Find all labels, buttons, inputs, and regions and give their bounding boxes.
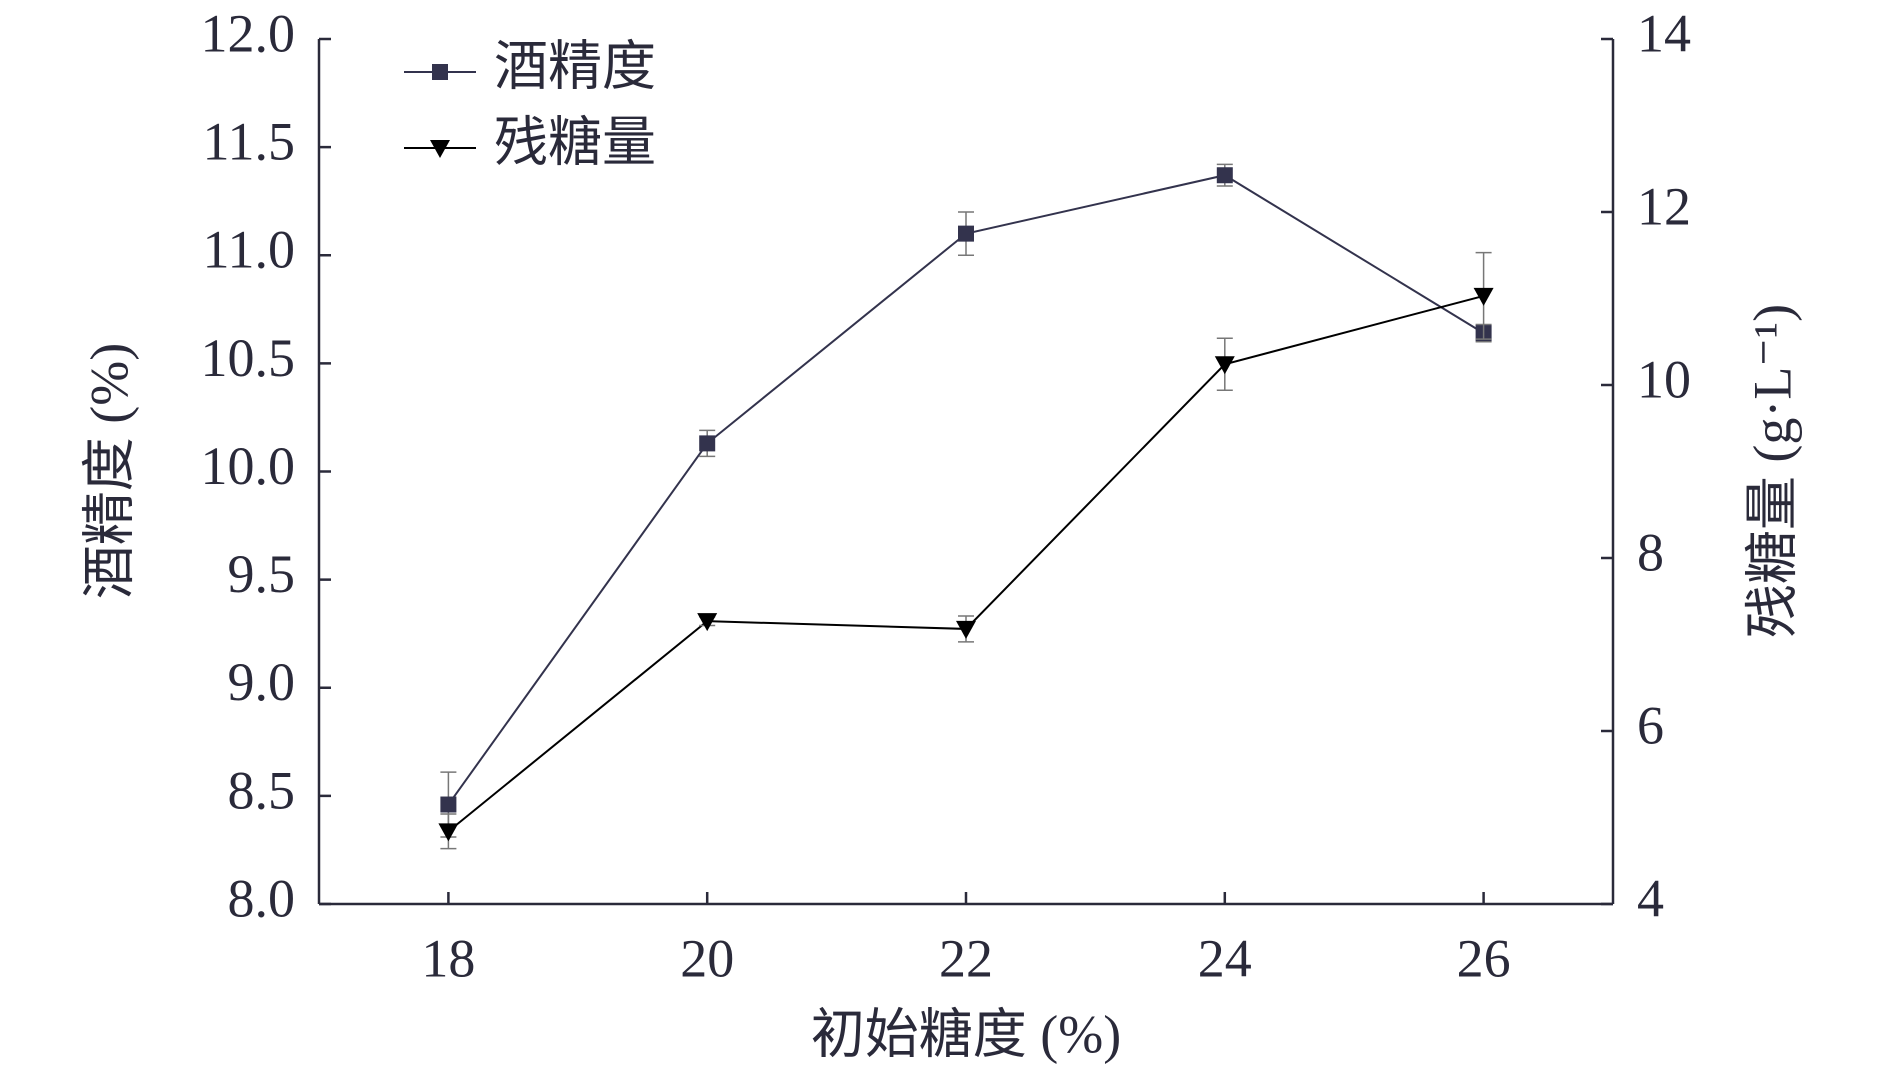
y-tick-label: 11.5 [203,112,296,172]
y-tick-label: 8.5 [228,760,296,820]
series-line [447,174,1485,806]
marker [1214,356,1235,375]
x-tick-label: 20 [680,928,734,988]
y2-tick-label: 10 [1637,349,1691,409]
y-axis-title: 酒精度 (%) [79,343,139,599]
legend-label: 残糖量 [494,112,656,172]
y-tick-label: 9.5 [228,544,296,604]
marker [1473,287,1494,306]
x-tick-label: 18 [421,928,475,988]
x-tick-label: 24 [1198,928,1252,988]
marker [958,225,974,242]
x-tick-label: 22 [939,928,993,988]
legend-label: 酒精度 [494,36,656,96]
y-tick-label: 9.0 [228,652,296,712]
y2-tick-label: 4 [1637,868,1664,928]
y2-tick-label: 14 [1637,3,1691,63]
y-tick-label: 10.5 [201,328,296,388]
x-tick-label: 26 [1457,928,1511,988]
x-axis-title: 初始糖度 (%) [811,1004,1121,1064]
marker [956,620,976,639]
marker [432,64,448,80]
y2-tick-label: 12 [1637,176,1691,236]
y2-tick-label: 8 [1637,522,1664,582]
y-tick-label: 8.0 [228,868,296,928]
y-tick-label: 10.0 [201,436,296,496]
series-line [447,294,1484,833]
y-tick-label: 12.0 [201,3,296,63]
marker [430,140,450,158]
y2-axis-title: 残糖量 (g·L⁻¹) [1742,304,1802,638]
marker [699,435,716,452]
marker [440,796,457,813]
marker [438,823,459,842]
y2-tick-label: 6 [1637,695,1664,755]
marker [697,613,718,632]
marker [1216,167,1233,184]
y-tick-label: 11.0 [203,220,296,280]
